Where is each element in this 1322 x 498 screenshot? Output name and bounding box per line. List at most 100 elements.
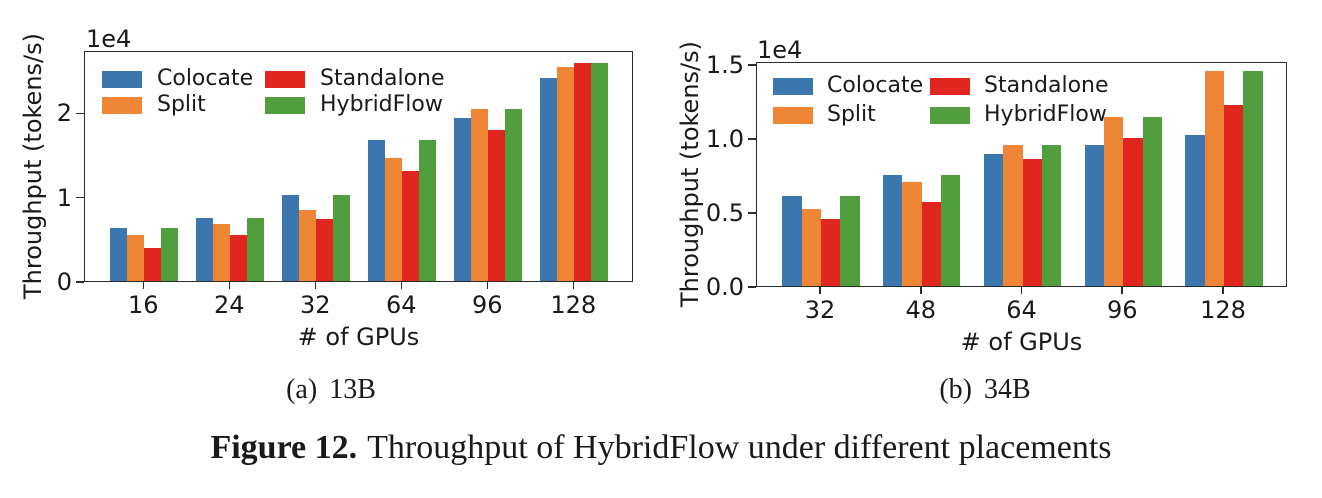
- y-tick-label: 1: [56, 183, 72, 212]
- y-axis-offset-text: 1e4: [86, 25, 132, 53]
- subcaption-b-label: 34B: [983, 374, 1031, 405]
- x-tick-mark: [1121, 287, 1124, 294]
- legend-swatch-split: [773, 107, 813, 124]
- bar-hybridflow: [591, 63, 608, 281]
- x-axis-label: # of GPUs: [960, 328, 1083, 356]
- bar-standalone: [144, 248, 161, 281]
- y-tick-label: 0: [56, 268, 72, 296]
- legend-label-standalone: Standalone: [320, 66, 445, 91]
- y-tick-mark: [76, 281, 84, 283]
- bar-split: [1205, 71, 1224, 286]
- x-tick-mark: [1020, 287, 1023, 294]
- bar-standalone: [821, 219, 840, 286]
- y-tick-mark: [748, 212, 756, 214]
- x-tick-label: 16: [128, 291, 159, 319]
- y-tick-mark: [76, 112, 84, 115]
- figure-caption: Figure 12. Throughput of HybridFlow under…: [0, 428, 1322, 468]
- bar-hybridflow: [840, 196, 860, 286]
- subcaption-a: (a) 13B: [181, 374, 481, 406]
- x-tick-mark: [486, 282, 489, 289]
- y-tick-mark: [76, 196, 84, 199]
- legend-swatch-standalone: [930, 78, 970, 95]
- bar-standalone: [230, 235, 247, 281]
- x-tick-label: 64: [1006, 296, 1037, 324]
- bar-colocate: [454, 118, 471, 281]
- x-tick-label: 64: [386, 291, 417, 319]
- subcaption-b-index: (b): [939, 374, 972, 405]
- bar-split: [802, 209, 821, 286]
- legend-label-colocate: Colocate: [157, 66, 254, 91]
- x-tick-mark: [919, 287, 922, 294]
- legend-label-colocate: Colocate: [827, 73, 924, 98]
- y-tick-mark: [748, 138, 756, 140]
- x-tick-mark: [228, 282, 231, 289]
- x-tick-label: 32: [300, 291, 331, 319]
- bar-split: [127, 235, 144, 281]
- x-tick-mark: [314, 282, 317, 289]
- bar-split: [299, 210, 316, 281]
- bar-split: [471, 109, 488, 281]
- x-tick-mark: [819, 287, 821, 294]
- y-tick-label: 1.0: [705, 125, 744, 153]
- x-tick-label: 128: [1200, 296, 1246, 324]
- bar-standalone: [574, 63, 591, 281]
- bar-colocate: [782, 196, 802, 286]
- y-tick-label: 0.5: [705, 199, 744, 227]
- legend-swatch-hybridflow: [265, 97, 305, 114]
- bar-split: [1104, 117, 1123, 286]
- bar-split: [385, 158, 402, 281]
- bar-split: [557, 67, 574, 281]
- plot-area: [756, 62, 1287, 287]
- x-tick-mark: [400, 282, 403, 289]
- legend-swatch-colocate: [773, 78, 813, 95]
- legend-label-split: Split: [827, 102, 876, 127]
- x-tick-label: 24: [214, 291, 245, 319]
- bar-hybridflow: [1042, 145, 1061, 286]
- bar-hybridflow: [941, 175, 960, 286]
- y-tick-mark: [748, 286, 756, 288]
- x-tick-label: 48: [905, 296, 937, 324]
- legend-label-hybridflow: HybridFlow: [320, 92, 443, 117]
- x-tick-label: 96: [1106, 296, 1138, 324]
- legend-label-standalone: Standalone: [984, 73, 1109, 98]
- subcaption-b: (b) 34B: [835, 374, 1135, 406]
- figure-caption-number: Figure 12.: [210, 429, 358, 466]
- legend-label-hybridflow: HybridFlow: [984, 102, 1107, 127]
- legend-label-split: Split: [157, 92, 206, 117]
- bar-colocate: [196, 218, 213, 281]
- y-tick-label: 0.0: [705, 273, 744, 301]
- legend-swatch-split: [102, 97, 142, 114]
- bar-standalone: [488, 130, 505, 281]
- bar-standalone: [402, 171, 419, 281]
- bar-colocate: [110, 228, 127, 281]
- y-tick-label: 1.5: [705, 51, 744, 79]
- x-axis-label: # of GPUs: [297, 323, 420, 351]
- subcaption-a-label: 13B: [329, 374, 376, 405]
- bar-colocate: [883, 175, 902, 286]
- x-tick-mark: [142, 282, 145, 289]
- bar-hybridflow: [505, 109, 522, 281]
- y-tick-label: 2: [56, 99, 72, 128]
- bar-hybridflow: [333, 195, 350, 281]
- bar-colocate: [282, 195, 299, 281]
- y-tick-mark: [748, 64, 756, 66]
- y-axis-offset-text: 1e4: [757, 36, 803, 64]
- legend-swatch-standalone: [265, 71, 305, 88]
- bar-standalone: [316, 219, 333, 281]
- figure-caption-text: Throughput of HybridFlow under different…: [367, 429, 1112, 466]
- y-axis-label: Throughput (tokens/s): [676, 41, 704, 307]
- subcaption-a-index: (a): [286, 374, 318, 405]
- bar-split: [902, 182, 922, 286]
- x-tick-mark: [572, 282, 575, 289]
- bar-hybridflow: [1243, 71, 1263, 286]
- bar-colocate: [1085, 145, 1104, 286]
- x-tick-mark: [1222, 287, 1224, 294]
- bar-hybridflow: [247, 218, 264, 281]
- bar-hybridflow: [161, 228, 178, 281]
- bar-hybridflow: [1143, 117, 1162, 286]
- bar-colocate: [540, 78, 557, 281]
- y-axis-label: Throughput (tokens/s): [19, 33, 47, 299]
- legend-swatch-hybridflow: [930, 107, 970, 124]
- bar-standalone: [922, 202, 941, 286]
